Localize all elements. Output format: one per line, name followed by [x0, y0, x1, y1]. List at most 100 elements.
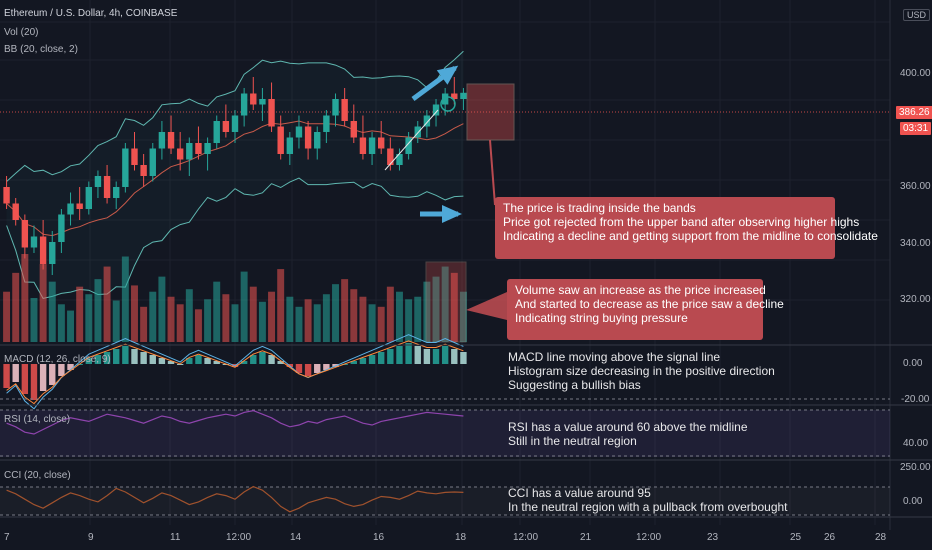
candle-body	[58, 214, 65, 242]
candlesticks	[3, 77, 467, 275]
rsi-annotation[interactable]: RSI has a value around 60 above the midl…	[508, 420, 748, 448]
macd-histogram-bar	[195, 355, 202, 364]
time-tick: 12:00	[513, 532, 539, 543]
time-tick: 23	[707, 532, 719, 543]
macd-histogram-bar	[387, 349, 394, 364]
macd-annotation[interactable]: MACD line moving above the signal line H…	[508, 350, 775, 392]
connector-line	[489, 139, 496, 206]
macd-tick-zero: 0.00	[903, 358, 923, 369]
time-tick: 14	[290, 532, 302, 543]
candle-body	[314, 132, 321, 149]
volume-bar	[405, 299, 413, 342]
volume-bar	[12, 272, 20, 342]
candle-body	[30, 236, 38, 248]
macd-histogram-bar	[323, 364, 330, 370]
price-tick: 360.00	[900, 181, 931, 192]
trend-flat-arrow-head	[442, 205, 462, 223]
candle-body	[85, 187, 93, 209]
bb-indicator-label[interactable]: BB (20, close, 2)	[4, 44, 78, 55]
symbol-title: Ethereum / U.S. Dollar, 4h, COINBASE	[4, 8, 178, 19]
cci-label[interactable]: CCI (20, close)	[4, 470, 71, 481]
candle-body	[158, 132, 166, 149]
volume-bar	[258, 301, 266, 342]
macd-histogram-bar	[49, 364, 56, 385]
macd-histogram-bar	[167, 361, 175, 364]
candle-body	[131, 148, 138, 165]
rsi-line	[6, 409, 464, 435]
candle-body	[12, 203, 19, 220]
macd-histogram-bar	[158, 358, 166, 364]
bands-annotation[interactable]: The price is trading inside the bands Pr…	[495, 197, 878, 259]
volume-bar	[112, 300, 120, 342]
macd-histogram-bar	[295, 364, 303, 373]
volume-bar	[359, 296, 367, 342]
annotation-line: Indicating string buying pressure	[515, 311, 688, 325]
cci-tick-high: 250.00	[900, 462, 931, 473]
candle-body	[332, 99, 339, 116]
volume-bar	[21, 254, 29, 342]
macd-histogram-bar	[186, 358, 193, 364]
macd-histogram-bar	[377, 352, 385, 364]
cci-annotation[interactable]: CCI has a value around 95 In the neutral…	[508, 486, 788, 514]
volume-bar	[377, 306, 385, 342]
rsi-label[interactable]: RSI (14, close)	[4, 414, 71, 425]
volume-bar	[459, 291, 467, 342]
macd-histogram-bar	[240, 361, 248, 364]
candle-body	[113, 187, 120, 198]
volume-bar	[213, 281, 221, 342]
currency-badge[interactable]: USD	[903, 9, 931, 21]
candle-body	[460, 92, 467, 99]
macd-tick-neg: -20.00	[901, 394, 930, 405]
last-price-tag: 386.26	[896, 106, 932, 119]
time-tick: 21	[580, 532, 592, 543]
macd-histogram-bar	[204, 358, 211, 364]
candle-body	[451, 93, 458, 99]
annotation-line: In the neutral region with a pullback fr…	[508, 500, 788, 514]
volume-bar	[313, 304, 321, 342]
candle-body	[387, 148, 394, 165]
annotation-line: Price got rejected from the upper band a…	[503, 215, 860, 229]
macd-histogram-bar	[113, 349, 120, 364]
macd-histogram-bar	[350, 361, 357, 364]
annotation-line: The price is trading inside the bands	[503, 201, 696, 215]
volume-bar	[131, 285, 138, 342]
candle-body	[21, 220, 29, 248]
volume-bar	[204, 299, 212, 342]
volume-bar	[432, 276, 440, 342]
volume-bar	[304, 299, 312, 342]
volume-indicator-label[interactable]: Vol (20)	[4, 27, 39, 38]
drawing-overlays[interactable]	[384, 65, 515, 343]
candle-body	[350, 121, 357, 138]
candle-body	[268, 99, 275, 127]
candle-body	[259, 99, 266, 105]
volume-bar	[3, 291, 11, 342]
upper-band	[6, 50, 464, 182]
pane-separators	[0, 344, 932, 518]
volume-bar	[167, 296, 175, 342]
macd-histogram-bar	[67, 364, 74, 370]
candle-body	[76, 203, 83, 209]
time-tick: 18	[455, 532, 467, 543]
annotation-line: Suggesting a bullish bias	[508, 378, 641, 392]
candle-body	[213, 121, 220, 143]
macd-histogram-bar	[423, 349, 431, 364]
time-tick: 12:00	[226, 532, 252, 543]
annotation-line: And started to decrease as the price saw…	[515, 297, 784, 311]
candle-body	[222, 121, 230, 132]
volume-bar	[94, 279, 102, 342]
macd-line	[6, 334, 464, 410]
candle-body	[341, 99, 348, 121]
macd-histogram-bar	[277, 361, 284, 364]
time-tick: 12:00	[636, 532, 662, 543]
candle-body	[39, 236, 47, 264]
macd-histogram-bar	[460, 352, 467, 364]
annotation-line: Volume saw an increase as the price incr…	[515, 283, 766, 297]
candle-body	[432, 104, 440, 116]
macd-histogram-bar	[359, 358, 367, 364]
macd-histogram-bar	[103, 352, 111, 364]
cci-pane	[0, 485, 890, 516]
volume-bar	[231, 304, 239, 342]
macd-label[interactable]: MACD (12, 26, close, 9)	[4, 354, 111, 365]
volume-annotation[interactable]: Volume saw an increase as the price incr…	[507, 279, 784, 340]
